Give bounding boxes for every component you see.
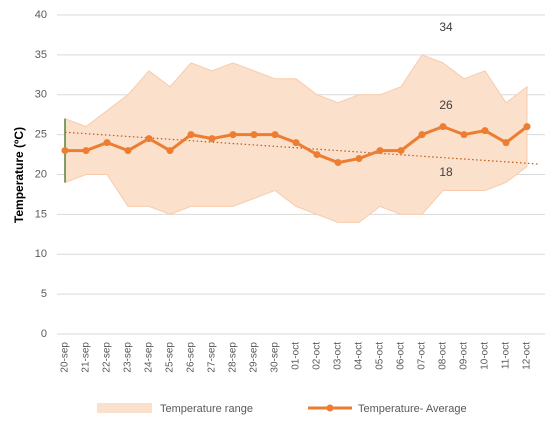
legend-label: Temperature- Average (358, 403, 467, 415)
legend-label: Temperature range (160, 403, 253, 415)
average-point (292, 139, 300, 147)
x-tick-label: 09-oct (459, 342, 470, 370)
legend-swatch (97, 403, 152, 413)
x-tick-label: 05-oct (375, 342, 386, 370)
average-point (523, 123, 531, 131)
x-tick-label: 29-sep (249, 342, 260, 373)
average-point (502, 139, 510, 147)
y-tick-label: 5 (41, 288, 47, 300)
annotation: 26 (439, 98, 453, 112)
x-tick-label: 02-oct (312, 342, 323, 370)
x-tick-label: 07-oct (417, 342, 428, 370)
y-tick-label: 30 (35, 89, 47, 101)
x-tick-label: 25-sep (165, 342, 176, 373)
average-point (355, 155, 363, 163)
average-point (418, 131, 426, 139)
x-tick-label: 24-sep (144, 342, 155, 373)
x-tick-label: 30-sep (270, 342, 281, 373)
y-tick-label: 15 (35, 208, 47, 220)
average-point (82, 147, 90, 155)
average-point (397, 147, 405, 155)
y-tick-label: 10 (35, 248, 47, 260)
y-tick-label: 0 (41, 328, 47, 340)
average-point (334, 159, 342, 167)
x-tick-label: 12-oct (522, 342, 533, 370)
x-tick-label: 20-sep (60, 342, 71, 373)
x-tick-label: 04-oct (354, 342, 365, 370)
average-point (208, 135, 216, 143)
x-tick-label: 21-sep (81, 342, 92, 373)
x-tick-label: 06-oct (396, 342, 407, 370)
average-point (376, 147, 384, 155)
x-tick-label: 03-oct (333, 342, 344, 370)
y-tick-label: 20 (35, 168, 47, 180)
average-point (229, 131, 237, 139)
y-axis-label: Temperature (ºC) (12, 127, 26, 223)
x-tick-label: 08-oct (438, 342, 449, 370)
average-point (61, 147, 69, 155)
average-point (250, 131, 258, 139)
x-tick-label: 28-sep (228, 342, 239, 373)
average-point (460, 131, 468, 139)
x-tick-label: 22-sep (102, 342, 113, 373)
y-tick-label: 25 (35, 129, 47, 141)
average-point (439, 123, 447, 131)
x-tick-label: 23-sep (123, 342, 134, 373)
average-point (145, 135, 153, 143)
x-tick-label: 27-sep (207, 342, 218, 373)
x-tick-label: 01-oct (291, 342, 302, 370)
average-point (166, 147, 174, 155)
annotation: 18 (439, 165, 453, 179)
average-point (124, 147, 132, 155)
average-point (313, 151, 321, 159)
average-point (271, 131, 279, 139)
average-point (481, 127, 489, 135)
average-point (103, 139, 111, 147)
x-tick-label: 26-sep (186, 342, 197, 373)
trendline (64, 131, 541, 165)
y-tick-label: 35 (35, 49, 47, 61)
annotation: 34 (439, 20, 453, 34)
average-point (187, 131, 195, 139)
x-tick-label: 11-oct (501, 342, 512, 369)
y-tick-label: 40 (35, 9, 47, 21)
range-area (64, 54, 528, 223)
legend-marker (326, 404, 334, 412)
x-tick-label: 10-oct (480, 342, 491, 370)
